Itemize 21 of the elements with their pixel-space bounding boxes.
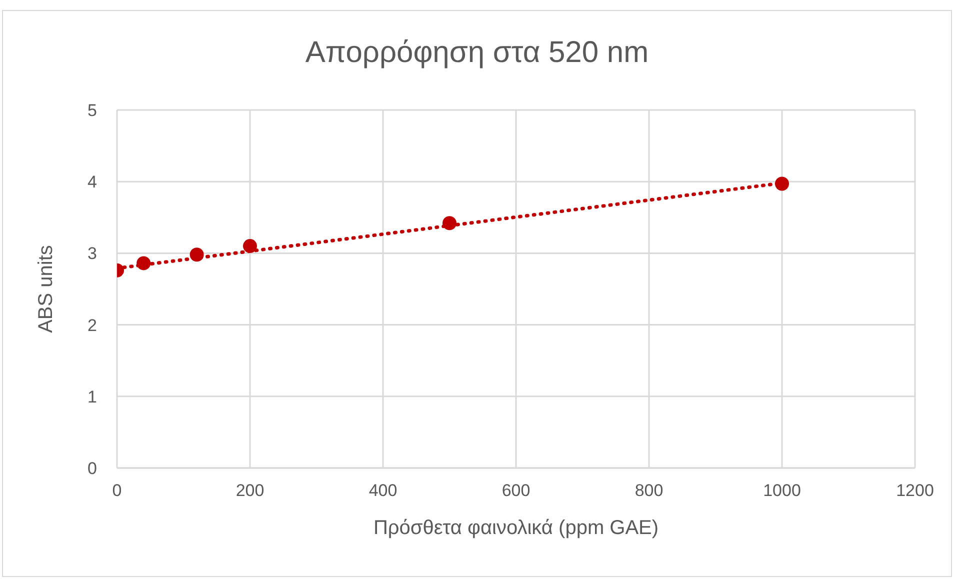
y-tick-label: 0 xyxy=(88,459,97,478)
x-tick-label: 600 xyxy=(502,481,530,500)
x-tick-label: 1000 xyxy=(763,481,801,500)
y-tick-label: 5 xyxy=(88,101,97,120)
y-tick-label: 1 xyxy=(88,387,97,406)
x-tick-label: 0 xyxy=(112,481,122,500)
y-tick-label: 2 xyxy=(88,316,97,335)
x-tick-label: 1200 xyxy=(896,481,934,500)
point xyxy=(190,248,204,262)
y-tick-label: 4 xyxy=(88,172,97,192)
x-tick-label: 800 xyxy=(634,481,664,500)
point xyxy=(243,239,257,254)
x-axis-title: Πρόσθετα φαινολικά (ppm GAE) xyxy=(373,517,659,539)
point xyxy=(442,216,456,230)
y-tick-label: 3 xyxy=(88,244,97,264)
x-tick-label: 400 xyxy=(368,481,398,500)
point xyxy=(775,176,789,191)
x-tick-label: 200 xyxy=(236,481,264,500)
y-axis-title: ABS units xyxy=(35,245,58,333)
point xyxy=(136,256,151,270)
chart-title: Απορρόφηση στα 520 nm xyxy=(304,36,650,70)
